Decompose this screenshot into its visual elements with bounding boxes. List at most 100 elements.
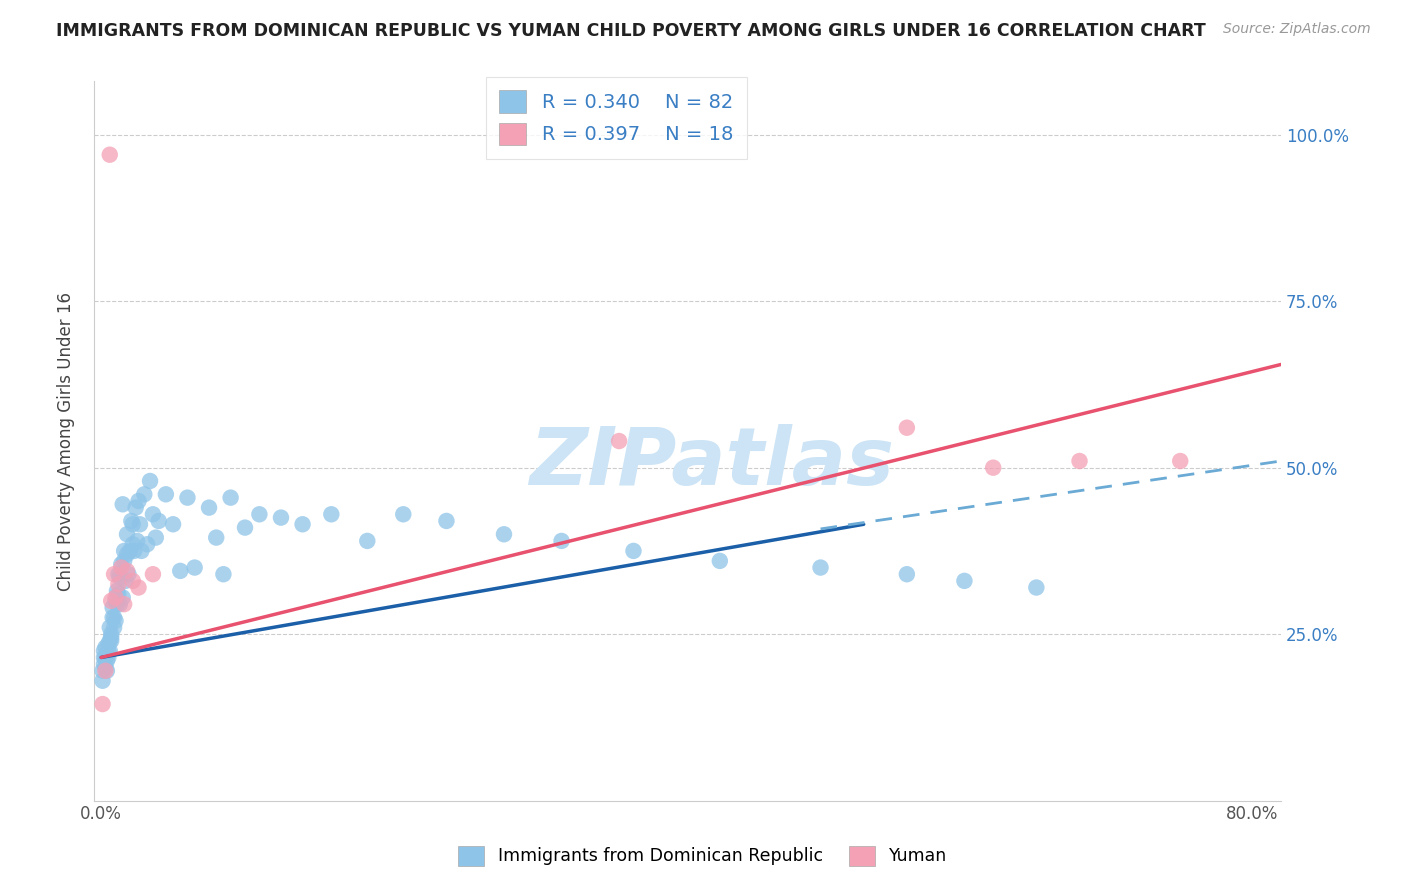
Point [145, 531, 167, 545]
Point [112, 554, 135, 568]
Point [392, 508, 415, 522]
Point [219, 491, 242, 505]
Text: ZIPatlas: ZIPatlas [529, 424, 894, 501]
Point [321, 508, 343, 522]
Point [162, 517, 184, 532]
Point [94, 660, 117, 674]
Point [110, 560, 132, 574]
Point [148, 514, 170, 528]
Point [115, 527, 138, 541]
Point [97, 637, 120, 651]
Point [124, 500, 146, 515]
Point [98, 644, 121, 658]
Text: IMMIGRANTS FROM DOMINICAN REPUBLIC VS YUMAN CHILD POVERTY AMONG GIRLS UNDER 16 C: IMMIGRANTS FROM DOMINICAN REPUBLIC VS YU… [56, 22, 1206, 40]
Point [91, 664, 114, 678]
Point [436, 514, 458, 528]
Point [810, 560, 832, 574]
Point [142, 508, 165, 522]
Point [96, 647, 118, 661]
Point [107, 567, 129, 582]
Point [953, 574, 976, 588]
Point [93, 657, 115, 672]
Point [205, 531, 228, 545]
Point [111, 497, 134, 511]
Point [492, 527, 515, 541]
Point [103, 567, 125, 582]
Point [98, 633, 121, 648]
Legend: Immigrants from Dominican Republic, Yuman: Immigrants from Dominican Republic, Yuma… [451, 838, 955, 872]
Point [550, 533, 572, 548]
Point [115, 564, 138, 578]
Point [247, 508, 270, 522]
Point [129, 517, 152, 532]
Point [128, 494, 150, 508]
Point [112, 544, 135, 558]
Point [142, 567, 165, 582]
Point [212, 567, 235, 582]
Point [169, 564, 191, 578]
Point [356, 533, 378, 548]
Point [1168, 454, 1191, 468]
Point [131, 544, 153, 558]
Point [98, 147, 121, 161]
Legend: R = 0.340    N = 82, R = 0.397    N = 18: R = 0.340 N = 82, R = 0.397 N = 18 [485, 77, 747, 159]
Text: Source: ZipAtlas.com: Source: ZipAtlas.com [1223, 22, 1371, 37]
Point [108, 597, 131, 611]
Point [94, 640, 117, 655]
Point [103, 620, 125, 634]
Point [96, 654, 118, 668]
Point [155, 487, 177, 501]
Point [97, 650, 120, 665]
Point [121, 574, 143, 588]
Point [136, 537, 159, 551]
Point [93, 644, 115, 658]
Point [107, 587, 129, 601]
Point [121, 537, 143, 551]
Point [91, 673, 114, 688]
Point [104, 591, 127, 605]
Point [1025, 581, 1047, 595]
Point [709, 554, 731, 568]
Point [198, 500, 221, 515]
Point [103, 610, 125, 624]
Point [1069, 454, 1091, 468]
Point [100, 631, 122, 645]
Point [981, 460, 1004, 475]
Y-axis label: Child Poverty Among Girls Under 16: Child Poverty Among Girls Under 16 [58, 292, 75, 591]
Point [110, 558, 132, 572]
Point [607, 434, 630, 448]
Point [97, 644, 120, 658]
Point [94, 650, 117, 665]
Point [114, 574, 136, 588]
Point [896, 421, 918, 435]
Point [100, 594, 122, 608]
Point [127, 533, 149, 548]
Point [108, 570, 131, 584]
Point [121, 517, 143, 532]
Point [98, 620, 121, 634]
Point [101, 610, 124, 624]
Point [105, 583, 128, 598]
Point [270, 510, 292, 524]
Point [139, 474, 162, 488]
Point [117, 567, 139, 582]
Point [128, 581, 150, 595]
Point [896, 567, 918, 582]
Point [105, 597, 128, 611]
Point [183, 560, 205, 574]
Point [94, 664, 117, 678]
Point [111, 591, 134, 605]
Point [104, 594, 127, 608]
Point [623, 544, 645, 558]
Point [120, 514, 142, 528]
Point [100, 627, 122, 641]
Point [118, 544, 141, 558]
Point [112, 597, 135, 611]
Point [93, 650, 115, 665]
Point [104, 614, 127, 628]
Point [100, 633, 122, 648]
Point [122, 544, 145, 558]
Point [107, 577, 129, 591]
Point [96, 664, 118, 678]
Point [291, 517, 314, 532]
